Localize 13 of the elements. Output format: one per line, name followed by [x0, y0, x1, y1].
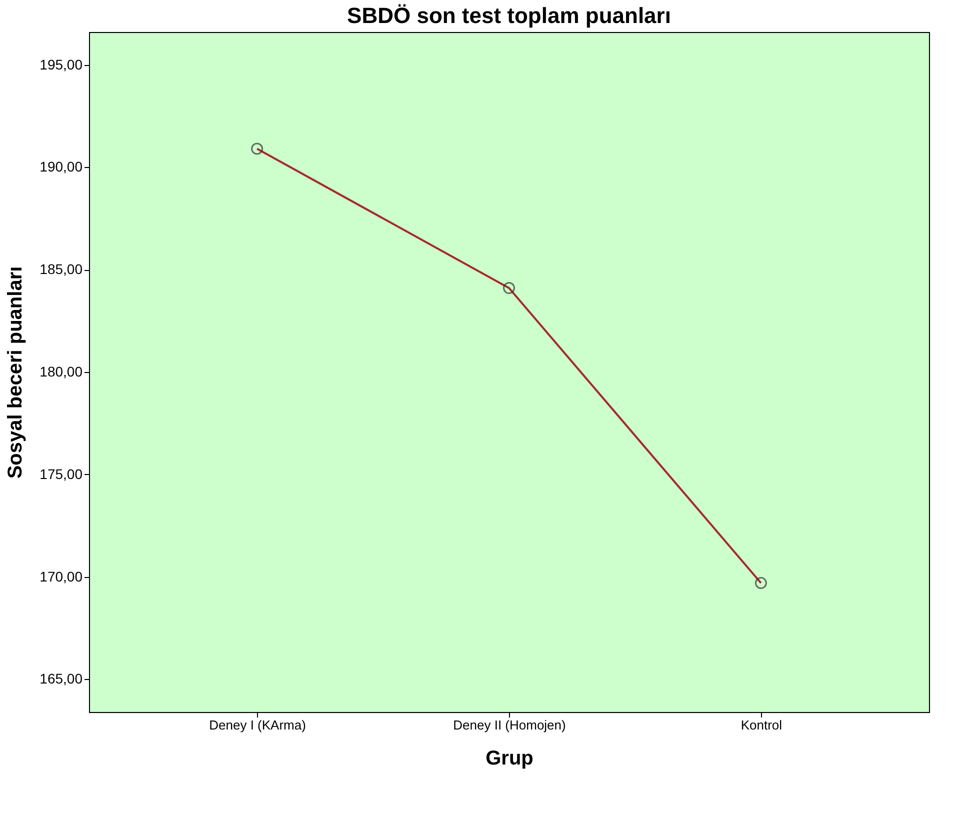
- y-tick-label: 180,00: [40, 364, 83, 380]
- x-tick-label: Deney II (Homojen): [453, 718, 566, 732]
- x-tick-label: Kontrol: [740, 718, 782, 732]
- y-tick-label: 190,00: [40, 158, 83, 175]
- y-tick-label: 175,00: [40, 466, 83, 482]
- chart-title: SBDÖ son test toplam puanları: [347, 3, 671, 28]
- y-tick-label: 165,00: [40, 670, 83, 687]
- y-tick-label: 195,00: [40, 56, 83, 72]
- y-axis-title: Sosyal beceri puanları: [4, 266, 27, 479]
- x-tick-label: Deney I (KArma): [209, 718, 306, 732]
- y-tick-label: 170,00: [40, 568, 83, 584]
- x-axis-title: Grup: [486, 748, 534, 770]
- y-tick-label: 185,00: [40, 261, 83, 278]
